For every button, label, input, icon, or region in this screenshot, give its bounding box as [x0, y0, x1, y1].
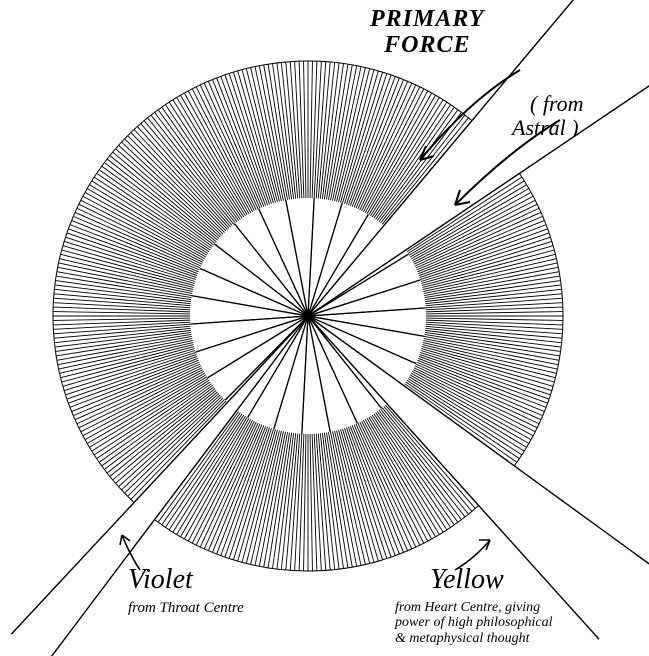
- diagram-stage: PRIMARY FORCE ( from Astral ) Violet fro…: [0, 0, 649, 656]
- yellow-caption: from Heart Centre, giving power of high …: [395, 600, 635, 646]
- astral-line1: ( from: [530, 91, 584, 116]
- violet-caption: from Throat Centre: [128, 600, 244, 617]
- yellow-name: Yellow: [430, 565, 504, 596]
- primary-force-line2: FORCE: [384, 32, 470, 58]
- primary-force-line1: PRIMARY: [370, 6, 485, 32]
- yellow-caption-3: & metaphysical thought: [395, 631, 530, 646]
- yellow-caption-1: from Heart Centre, giving: [395, 600, 540, 615]
- astral-label: ( from Astral ): [530, 92, 584, 140]
- astral-line2: Astral ): [512, 115, 579, 140]
- yellow-caption-2: power of high philosophical: [395, 615, 553, 630]
- violet-name: Violet: [128, 565, 193, 596]
- primary-force-label: PRIMARY FORCE: [370, 6, 485, 59]
